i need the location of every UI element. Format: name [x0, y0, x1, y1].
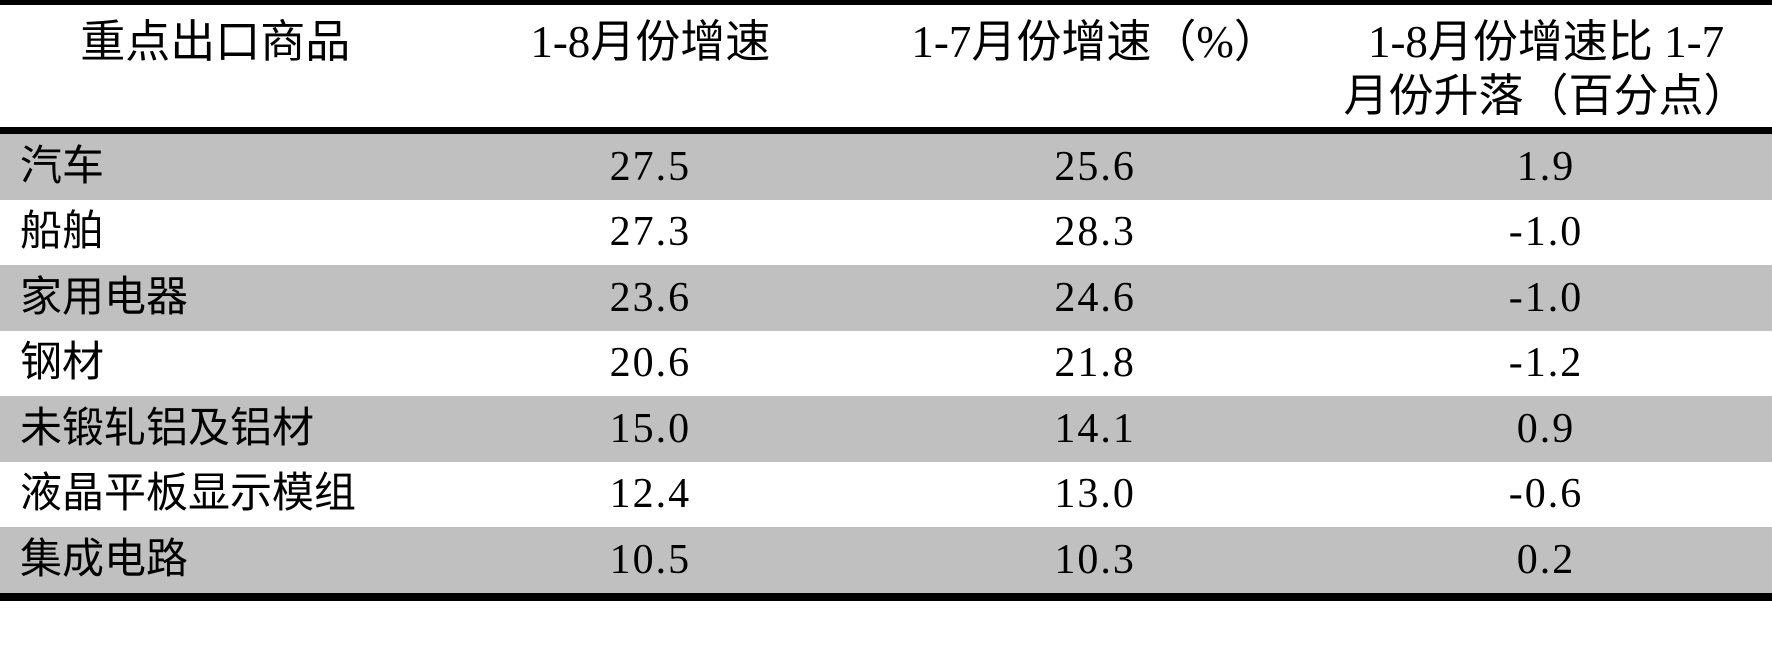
table-row: 船舶 27.3 28.3 -1.0 [0, 200, 1772, 266]
cell-growth-1-8: 10.5 [609, 536, 692, 583]
cell-growth-1-7: 24.6 [1054, 274, 1136, 321]
cell-commodity: 家用电器 [20, 274, 189, 321]
cell-growth-1-7: 10.3 [1054, 536, 1136, 583]
cell-commodity: 钢材 [20, 340, 105, 387]
cell-growth-1-8: 20.6 [609, 340, 692, 387]
header-growth-1-8: 1-8月份增速 [530, 17, 771, 67]
table-header-rule [0, 127, 1772, 134]
cell-growth-1-8: 27.5 [609, 143, 692, 190]
table-top-rule [0, 0, 1772, 5]
cell-change: -1.0 [1508, 209, 1584, 256]
cell-growth-1-7: 28.3 [1054, 209, 1136, 256]
header-growth-1-7: 1-7月份增速（%） [911, 17, 1279, 67]
cell-growth-1-7: 21.8 [1054, 340, 1136, 387]
table-row: 液晶平板显示模组 12.4 13.0 -0.6 [0, 462, 1772, 528]
table-row: 家用电器 23.6 24.6 -1.0 [0, 265, 1772, 331]
cell-change: 0.2 [1516, 536, 1576, 583]
cell-change: 1.9 [1516, 143, 1576, 190]
table-row: 集成电路 10.5 10.3 0.2 [0, 527, 1772, 593]
table-row: 汽车 27.5 25.6 1.9 [0, 134, 1772, 200]
header-commodity: 重点出口商品 [80, 17, 351, 67]
table-body: 汽车 27.5 25.6 1.9 船舶 27.3 28.3 -1.0 家用电器 … [0, 134, 1772, 593]
cell-commodity: 液晶平板显示模组 [20, 471, 357, 518]
cell-change: -1.0 [1508, 274, 1584, 321]
cell-change: -0.6 [1508, 471, 1584, 518]
cell-growth-1-7: 13.0 [1054, 471, 1136, 518]
header-change: 1-8月份增速比 1-7 月份升落（百分点） [1343, 17, 1749, 121]
cell-change: 0.9 [1516, 405, 1576, 452]
table-bottom-rule [0, 592, 1772, 601]
cell-commodity: 未锻轧铝及铝材 [20, 405, 315, 452]
table-header-row: 重点出口商品 1-8月份增速 1-7月份增速（%） 1-8月份增速比 1-7 月… [0, 5, 1772, 127]
cell-commodity: 汽车 [20, 143, 105, 190]
cell-growth-1-7: 14.1 [1054, 405, 1136, 452]
cell-growth-1-8: 27.3 [609, 209, 692, 256]
table-row: 未锻轧铝及铝材 15.0 14.1 0.9 [0, 396, 1772, 462]
cell-change: -1.2 [1508, 340, 1584, 387]
cell-commodity: 集成电路 [20, 536, 189, 583]
cell-growth-1-8: 15.0 [609, 405, 692, 452]
cell-growth-1-8: 12.4 [609, 471, 692, 518]
cell-commodity: 船舶 [20, 209, 105, 256]
cell-growth-1-8: 23.6 [609, 274, 692, 321]
cell-growth-1-7: 25.6 [1054, 143, 1136, 190]
table-row: 钢材 20.6 21.8 -1.2 [0, 331, 1772, 397]
